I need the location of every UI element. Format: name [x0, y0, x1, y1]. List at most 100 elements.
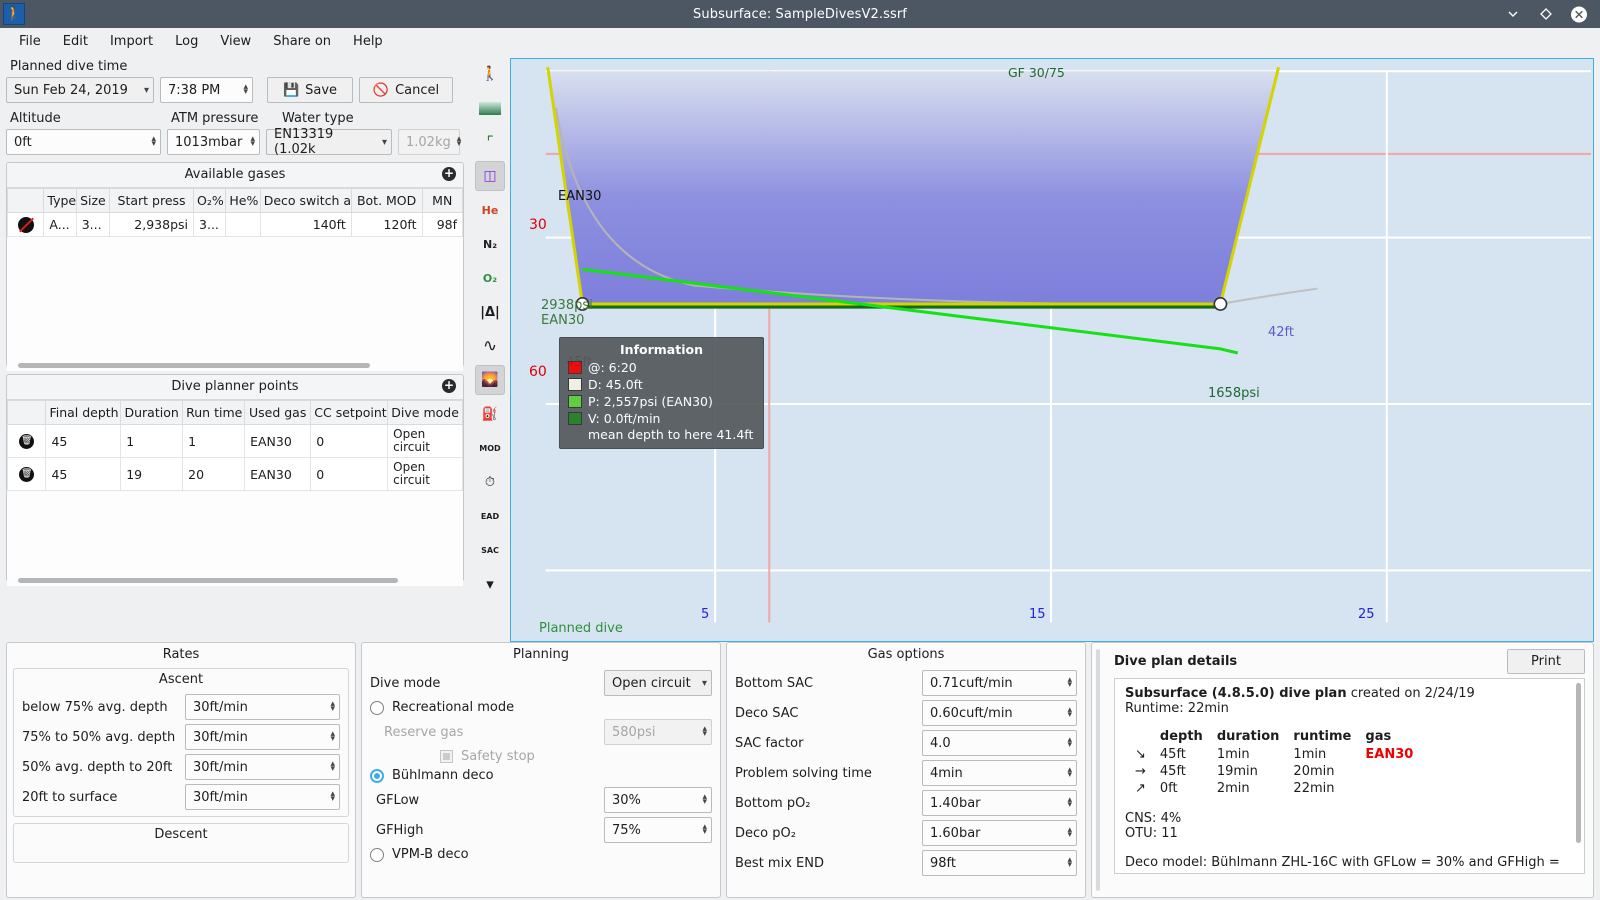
- dive-date-combo[interactable]: Sun Feb 24, 2019 ▾: [6, 77, 154, 103]
- pp-col-cc-setpoint[interactable]: CC setpoint: [310, 400, 389, 425]
- spinner-arrows-icon[interactable]: ▴ ▾: [1067, 825, 1072, 840]
- spinner-arrows-icon[interactable]: ▴ ▾: [1067, 795, 1072, 810]
- table-row[interactable]: A... 3... 2,938psi 3... 140ft 120ft 98f: [7, 212, 463, 237]
- gas-col-size[interactable]: Size: [75, 188, 111, 213]
- spinner-arrows-icon[interactable]: ▴ ▾: [330, 789, 335, 804]
- chevron-down-icon[interactable]: ▾: [486, 575, 494, 593]
- gas-he[interactable]: [225, 212, 261, 237]
- atm-pressure-input[interactable]: 1013mbar ▴ ▾: [167, 129, 260, 155]
- delete-point-cell[interactable]: 🗑: [7, 457, 47, 491]
- dive-profile-chart[interactable]: GF 30/75 30 60 EAN30 2938psi EAN30 45ft …: [510, 58, 1594, 642]
- calculated-ceiling-icon[interactable]: ⌜: [486, 133, 494, 151]
- ascent-20ft-to-surface-input[interactable]: 30ft/min ▴ ▾: [185, 784, 340, 810]
- gas-start-press[interactable]: 2,938psi: [109, 212, 195, 237]
- cancel-button[interactable]: 🚫 Cancel: [359, 77, 453, 103]
- pp-run-time[interactable]: 1: [182, 424, 246, 458]
- pp-cc-setpoint[interactable]: 0: [310, 424, 389, 458]
- problem-solving-time-input[interactable]: 4min ▴ ▾: [922, 760, 1077, 786]
- spinner-arrows-icon[interactable]: ▴ ▾: [1067, 705, 1072, 720]
- best-mix-end-input[interactable]: 98ft ▴ ▾: [922, 850, 1077, 876]
- menu-log[interactable]: Log: [175, 34, 199, 49]
- spinner-arrows-icon[interactable]: ▴ ▾: [1067, 675, 1072, 690]
- pp-run-time[interactable]: 20: [182, 457, 246, 491]
- ascent-50-to-20ft-input[interactable]: 30ft/min ▴ ▾: [185, 754, 340, 780]
- spinner-arrows-icon[interactable]: ▴ ▾: [250, 134, 255, 149]
- pp-dive-mode[interactable]: Open circuit: [387, 424, 463, 458]
- print-button[interactable]: Print: [1507, 649, 1585, 674]
- pp-used-gas[interactable]: EAN30: [244, 424, 312, 458]
- sac-icon[interactable]: SAC: [481, 545, 499, 555]
- pp-duration[interactable]: 19: [120, 457, 184, 491]
- ruler-photo-icon[interactable]: 🌄: [475, 365, 505, 395]
- pp-col-duration[interactable]: Duration: [120, 400, 184, 425]
- tissue-graph-icon[interactable]: |Δ|: [480, 304, 500, 320]
- ascent-75-to-50-input[interactable]: 30ft/min ▴ ▾: [185, 724, 340, 750]
- gas-size[interactable]: 3...: [75, 212, 111, 237]
- pp-duration[interactable]: 1: [120, 424, 184, 458]
- spinner-arrows-icon[interactable]: ▴ ▾: [151, 134, 156, 149]
- n2-graph-icon[interactable]: N₂: [482, 237, 498, 251]
- ndl-tts-icon[interactable]: ⏱: [484, 474, 496, 490]
- spinner-arrows-icon[interactable]: ▴ ▾: [330, 699, 335, 714]
- deco-sac-input[interactable]: 0.60cuft/min ▴ ▾: [922, 700, 1077, 726]
- spinner-arrows-icon[interactable]: ▴ ▾: [702, 822, 707, 837]
- menu-file[interactable]: File: [19, 34, 41, 49]
- vpmb-deco-radio[interactable]: [370, 847, 384, 862]
- gas-deco-switch[interactable]: 140ft: [259, 212, 352, 237]
- dive-time-spin[interactable]: 7:38 PM ▴ ▾: [160, 77, 253, 103]
- pp-col-dive-mode[interactable]: Dive mode: [387, 400, 463, 425]
- pp-col-used-gas[interactable]: Used gas: [244, 400, 312, 425]
- gas-col-o2[interactable]: O₂%: [193, 188, 227, 213]
- gas-col-start-press[interactable]: Start press: [109, 188, 195, 213]
- gas-mnd[interactable]: 98f: [421, 212, 463, 237]
- tank-bar-icon[interactable]: ⛽: [481, 406, 499, 422]
- menu-help[interactable]: Help: [353, 34, 383, 49]
- bottom-sac-input[interactable]: 0.71cuft/min ▴ ▾: [922, 670, 1077, 696]
- table-row[interactable]: 🗑 45 1 1 EAN30 0 Open circuit: [7, 424, 463, 458]
- dive-mode-combo[interactable]: Open circuit ▾: [604, 670, 712, 696]
- spinner-arrows-icon[interactable]: ▴ ▾: [330, 729, 335, 744]
- pp-dive-mode[interactable]: Open circuit: [387, 457, 463, 491]
- heartrate-icon[interactable]: ∿: [482, 336, 498, 356]
- maximize-icon[interactable]: [1538, 6, 1554, 22]
- spinner-arrows-icon[interactable]: ▴ ▾: [1067, 765, 1072, 780]
- ead-icon[interactable]: EAD: [480, 511, 500, 521]
- close-icon[interactable]: [1571, 6, 1587, 22]
- menu-view[interactable]: View: [220, 34, 252, 49]
- gas-col-deco-switch[interactable]: Deco switch at: [259, 188, 352, 213]
- gas-type[interactable]: A...: [43, 212, 77, 237]
- deco-po2-input[interactable]: 1.60bar ▴ ▾: [922, 820, 1077, 846]
- spinner-arrows-icon[interactable]: ▴ ▾: [330, 759, 335, 774]
- trash-icon[interactable]: 🗑: [19, 466, 35, 482]
- bottom-po2-input[interactable]: 1.40bar ▴ ▾: [922, 790, 1077, 816]
- gas-col-mnd[interactable]: MN: [421, 188, 463, 213]
- pp-cc-setpoint[interactable]: 0: [310, 457, 389, 491]
- add-planner-point-button[interactable]: +: [442, 378, 456, 393]
- calculated-ceiling-3m-icon[interactable]: ◫: [475, 161, 505, 191]
- delete-point-cell[interactable]: 🗑: [7, 424, 47, 458]
- details-scrollbar[interactable]: [1576, 683, 1581, 843]
- mod-icon[interactable]: MOD: [479, 443, 501, 453]
- save-button[interactable]: 💾 Save: [267, 77, 353, 103]
- trash-icon[interactable]: 🗑: [19, 433, 35, 449]
- dive-plan-details-body[interactable]: Subsurface (4.8.5.0) dive plan created o…: [1114, 678, 1585, 874]
- gas-bot-mod[interactable]: 120ft: [350, 212, 423, 237]
- water-type-combo[interactable]: EN13319 (1.02k ▾: [266, 127, 392, 157]
- menu-share-on[interactable]: Share on: [273, 34, 332, 49]
- scale-diver-icon[interactable]: 🚶: [481, 66, 499, 82]
- spinner-arrows-icon[interactable]: ▴ ▾: [702, 792, 707, 807]
- gas-o2[interactable]: 3...: [193, 212, 227, 237]
- dc-reported-ceiling-icon[interactable]: [475, 93, 505, 123]
- he-graph-icon[interactable]: He: [481, 203, 499, 217]
- gas-toggle-cell[interactable]: [7, 212, 45, 237]
- gflow-input[interactable]: 30% ▴ ▾: [604, 787, 712, 813]
- ascent-below-75-input[interactable]: 30ft/min ▴ ▾: [185, 694, 340, 720]
- o2-graph-icon[interactable]: O₂: [482, 271, 498, 285]
- altitude-input[interactable]: 0ft ▴ ▾: [6, 129, 161, 155]
- pp-used-gas[interactable]: EAN30: [244, 457, 312, 491]
- pp-final-depth[interactable]: 45: [45, 457, 122, 491]
- gfhigh-input[interactable]: 75% ▴ ▾: [604, 817, 712, 843]
- spinner-arrows-icon[interactable]: ▴ ▾: [243, 82, 248, 97]
- sac-factor-input[interactable]: 4.0 ▴ ▾: [922, 730, 1077, 756]
- gases-hscrollbar[interactable]: [7, 360, 463, 371]
